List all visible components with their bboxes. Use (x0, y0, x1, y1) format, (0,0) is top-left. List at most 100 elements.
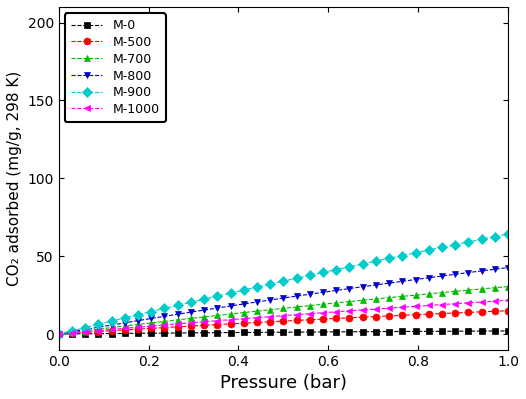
M-700 (399, 294, 406, 299)
M-500 (227, 322, 234, 326)
M-900 (399, 253, 406, 258)
M-900 (108, 319, 115, 324)
Line: M-800: M-800 (55, 264, 511, 338)
M-900 (280, 279, 287, 284)
M-0 (82, 332, 88, 336)
M-0 (439, 329, 445, 334)
M-800 (333, 288, 339, 293)
M-500 (492, 309, 498, 314)
M-700 (82, 328, 88, 333)
M-1000 (333, 309, 339, 314)
M-800 (294, 294, 300, 298)
M-900 (148, 309, 155, 314)
M-800 (135, 318, 141, 323)
Line: M-700: M-700 (55, 283, 511, 338)
M-900 (360, 261, 366, 266)
M-500 (399, 313, 406, 318)
Line: M-500: M-500 (55, 307, 511, 338)
M-500 (452, 310, 458, 315)
M-800 (452, 272, 458, 277)
M-500 (373, 314, 379, 319)
M-1000 (505, 298, 511, 303)
M-700 (188, 316, 194, 321)
M-0 (108, 331, 115, 336)
M-0 (373, 329, 379, 334)
M-700 (69, 330, 75, 335)
M-500 (122, 328, 128, 332)
M-1000 (479, 300, 485, 304)
M-900 (82, 325, 88, 330)
M-800 (188, 310, 194, 314)
M-1000 (386, 306, 392, 310)
M-0 (426, 329, 432, 334)
M-900 (320, 270, 326, 275)
M-0 (320, 330, 326, 334)
M-800 (346, 286, 352, 291)
M-0 (135, 331, 141, 336)
M-1000 (373, 306, 379, 311)
M-1000 (69, 330, 75, 335)
M-900 (505, 231, 511, 236)
M-800 (373, 282, 379, 287)
M-700 (479, 286, 485, 291)
M-0 (399, 329, 406, 334)
M-700 (175, 318, 181, 322)
M-0 (69, 332, 75, 336)
M-700 (227, 312, 234, 316)
M-0 (161, 331, 168, 336)
M-1000 (56, 332, 62, 336)
M-900 (346, 264, 352, 269)
M-0 (95, 331, 102, 336)
M-800 (386, 280, 392, 285)
M-900 (161, 306, 168, 311)
M-1000 (294, 312, 300, 317)
M-800 (175, 312, 181, 317)
M-700 (161, 319, 168, 324)
M-800 (161, 314, 168, 319)
M-700 (135, 322, 141, 327)
M-1000 (426, 303, 432, 308)
M-900 (201, 297, 207, 302)
M-1000 (161, 322, 168, 327)
M-500 (439, 311, 445, 316)
M-0 (175, 331, 181, 336)
M-1000 (227, 317, 234, 322)
M-1000 (201, 319, 207, 324)
M-700 (426, 291, 432, 296)
M-700 (294, 304, 300, 309)
M-900 (452, 242, 458, 247)
M-800 (69, 329, 75, 334)
M-900 (466, 239, 472, 244)
M-900 (95, 322, 102, 327)
X-axis label: Pressure (bar): Pressure (bar) (220, 374, 347, 392)
M-700 (95, 327, 102, 332)
M-1000 (452, 301, 458, 306)
M-900 (69, 328, 75, 333)
M-1000 (188, 320, 194, 325)
M-500 (175, 324, 181, 329)
M-0 (214, 330, 220, 335)
M-900 (267, 282, 274, 286)
M-700 (240, 310, 247, 315)
M-800 (399, 279, 406, 284)
M-800 (360, 284, 366, 289)
M-500 (333, 316, 339, 321)
M-900 (240, 288, 247, 292)
M-0 (505, 328, 511, 333)
M-1000 (360, 308, 366, 312)
M-800 (439, 274, 445, 279)
M-1000 (307, 311, 313, 316)
M-700 (122, 324, 128, 328)
M-800 (227, 304, 234, 308)
M-1000 (95, 328, 102, 333)
M-0 (201, 330, 207, 335)
M-900 (188, 300, 194, 304)
M-700 (56, 332, 62, 336)
M-0 (188, 330, 194, 335)
M-500 (267, 319, 274, 324)
M-0 (267, 330, 274, 335)
M-700 (373, 296, 379, 301)
M-0 (386, 329, 392, 334)
M-900 (439, 245, 445, 250)
M-700 (333, 300, 339, 305)
